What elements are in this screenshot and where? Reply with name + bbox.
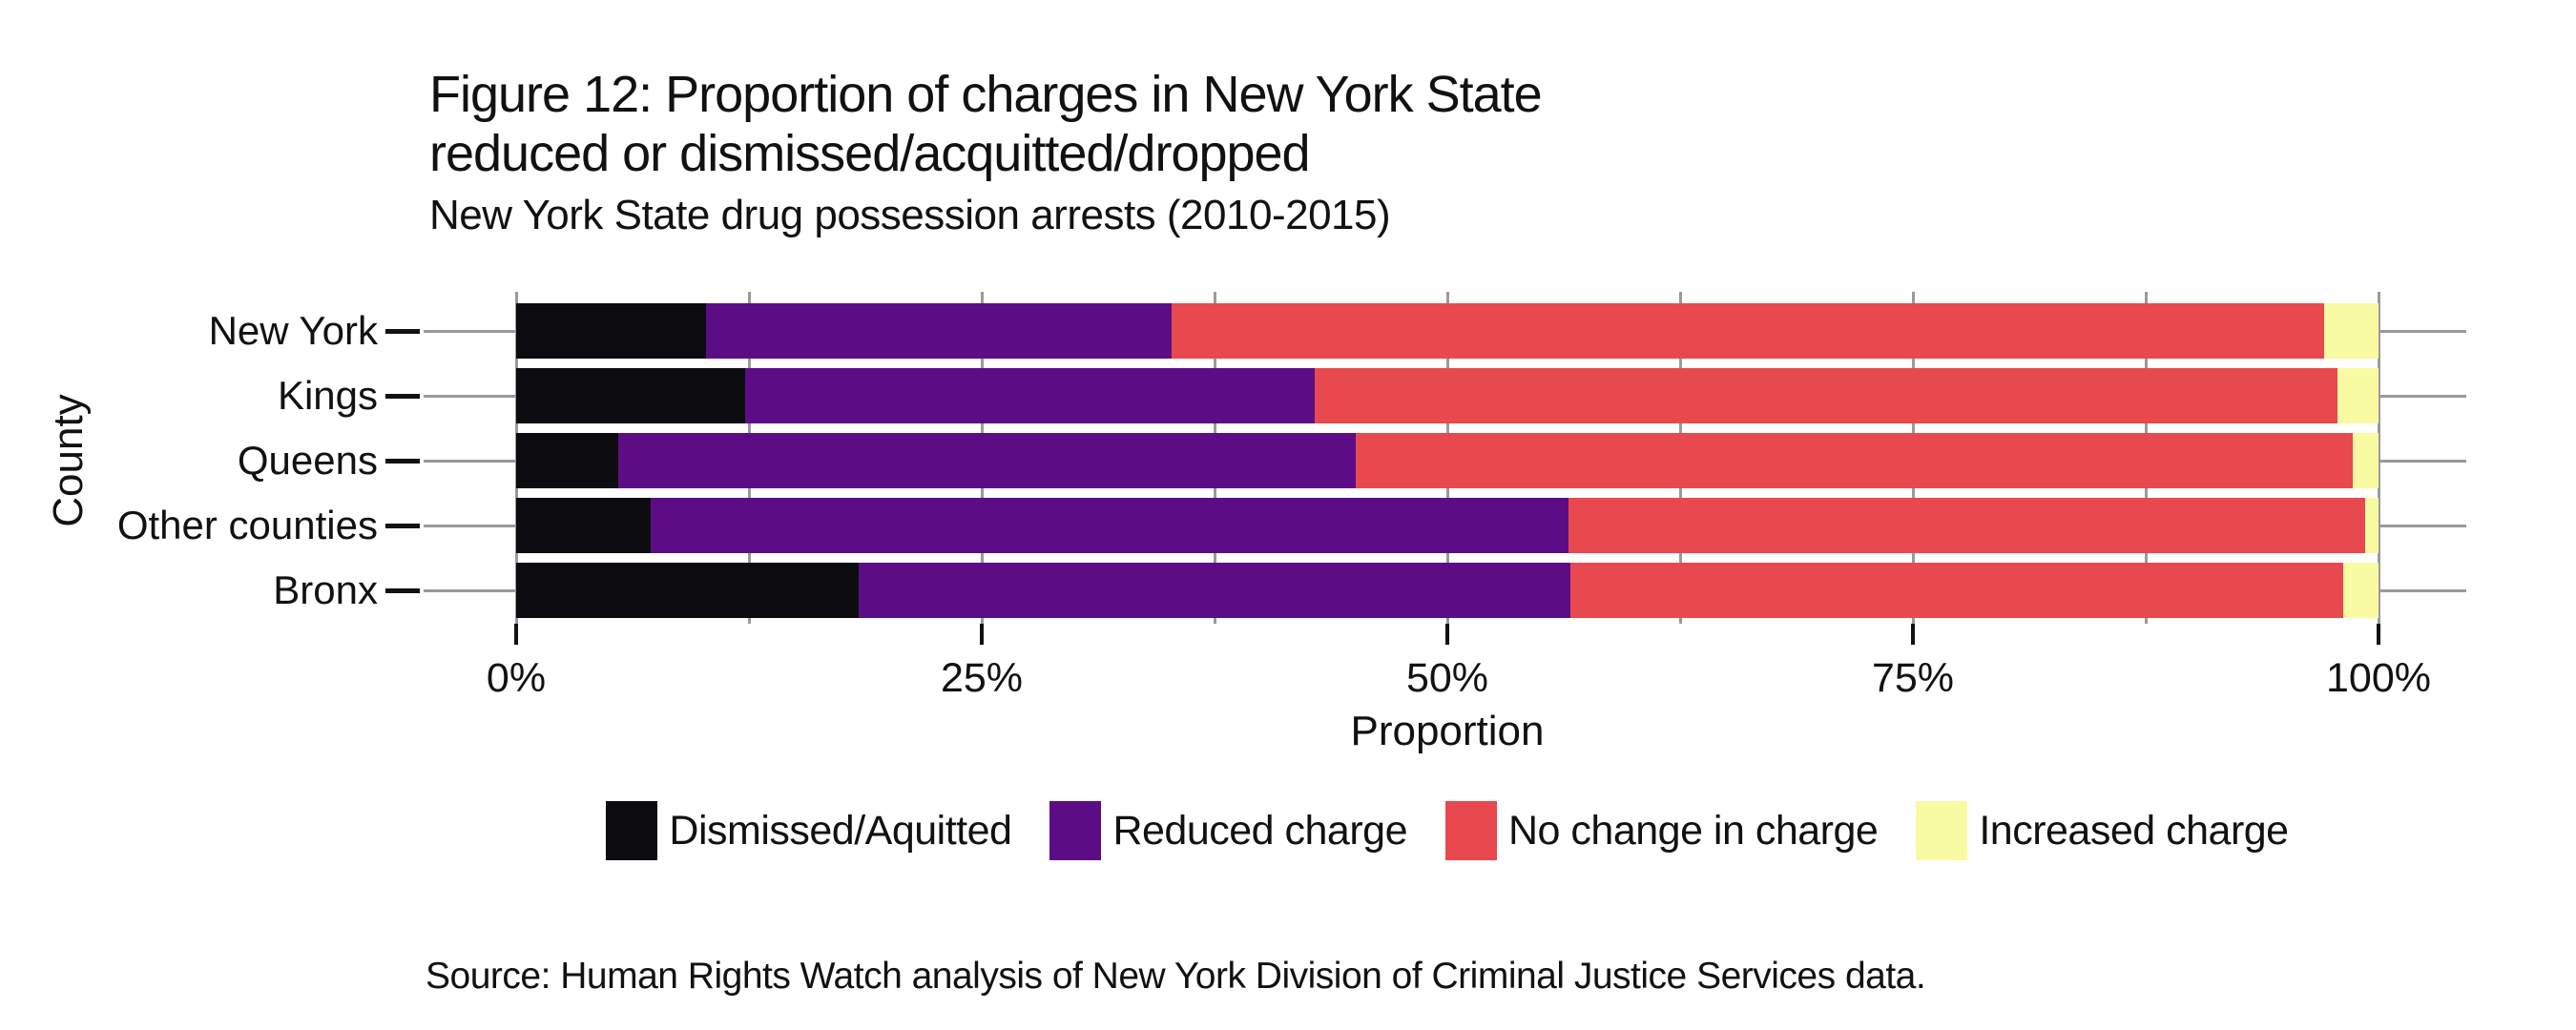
source-note: Source: Human Rights Watch analysis of N… bbox=[426, 956, 1926, 997]
bar-row-kings bbox=[516, 368, 2379, 423]
legend-item-reduced-charge: Reduced charge bbox=[1049, 801, 1407, 860]
legend-label: Dismissed/Aquitted bbox=[669, 807, 1012, 854]
legend-label: No change in charge bbox=[1508, 807, 1879, 854]
legend-swatch bbox=[1445, 801, 1497, 860]
y-axis-label: New York bbox=[208, 308, 378, 353]
bar-segment-reduced-charge bbox=[618, 433, 1357, 488]
x-axis-label: 25% bbox=[940, 655, 1024, 701]
legend: Dismissed/Aquitted Reduced charge No chang… bbox=[516, 797, 2379, 864]
legend-label: Reduced charge bbox=[1112, 807, 1407, 854]
bar-segment-no-change-in-charge bbox=[1172, 303, 2325, 359]
title-block: Figure 12: Proportion of charges in New … bbox=[429, 65, 1543, 240]
bar-segment-reduced-charge bbox=[859, 563, 1570, 618]
legend-item-no-change-in-charge: No change in charge bbox=[1445, 801, 1879, 860]
y-tick bbox=[385, 393, 420, 399]
bar-segment-increased-charge bbox=[2365, 498, 2379, 553]
y-tick bbox=[385, 523, 420, 528]
y-axis-label: Other counties bbox=[116, 503, 378, 547]
bar-segment-reduced-charge bbox=[706, 303, 1173, 359]
bar-segment-reduced-charge bbox=[745, 368, 1316, 423]
bar-segment-dismissed-aquitted bbox=[516, 563, 860, 618]
y-axis-label: Bronx bbox=[273, 567, 378, 612]
y-tick bbox=[385, 458, 420, 464]
x-tick bbox=[514, 624, 518, 645]
x-tick bbox=[1911, 624, 1915, 645]
bar-segment-increased-charge bbox=[2342, 563, 2379, 618]
x-axis-label: 75% bbox=[1871, 655, 1955, 701]
x-axis-label: 50% bbox=[1405, 655, 1489, 701]
bar-row-new-york bbox=[516, 303, 2379, 359]
bar-row-other-counties bbox=[516, 498, 2379, 553]
bar-segment-no-change-in-charge bbox=[1569, 563, 2343, 618]
bar-segment-no-change-in-charge bbox=[1568, 498, 2366, 553]
bar-segment-dismissed-aquitted bbox=[516, 368, 746, 423]
y-axis-label: Queens bbox=[237, 438, 378, 483]
x-axis-label: 0% bbox=[486, 655, 547, 701]
bar-row-queens bbox=[516, 433, 2379, 488]
bar-segment-dismissed-aquitted bbox=[516, 303, 707, 359]
bar-segment-increased-charge bbox=[2324, 303, 2379, 359]
y-tick bbox=[385, 328, 420, 334]
x-tick bbox=[980, 624, 984, 645]
legend-swatch bbox=[606, 801, 658, 860]
bar-segment-no-change-in-charge bbox=[1356, 433, 2353, 488]
figure-title-line2: reduced or dismissed/acquitted/dropped bbox=[429, 125, 1311, 182]
bar-row-bronx bbox=[516, 563, 2379, 618]
bar-segment-dismissed-aquitted bbox=[516, 498, 651, 553]
y-tick bbox=[385, 587, 420, 593]
legend-swatch bbox=[1916, 801, 1968, 860]
figure-title-line1: Figure 12: Proportion of charges in New … bbox=[429, 66, 1543, 123]
x-tick bbox=[2377, 624, 2380, 645]
bar-segment-increased-charge bbox=[2352, 433, 2379, 488]
plot-panel bbox=[424, 292, 2466, 624]
legend-item-dismissed-aquitted: Dismissed/Aquitted bbox=[606, 801, 1012, 860]
legend-item-increased-charge: Increased charge bbox=[1916, 801, 2289, 860]
legend-swatch bbox=[1049, 801, 1102, 860]
x-axis-label: 100% bbox=[2326, 655, 2431, 701]
x-tick bbox=[1445, 624, 1449, 645]
bar-segment-reduced-charge bbox=[650, 498, 1568, 553]
legend-label: Increased charge bbox=[1979, 807, 2289, 854]
bar-segment-dismissed-aquitted bbox=[516, 433, 619, 488]
x-axis-title: Proportion bbox=[1350, 708, 1545, 754]
figure-subtitle: New York State drug possession arrests (… bbox=[429, 192, 1391, 238]
x-gridline bbox=[2377, 292, 2380, 624]
y-axis-label: Kings bbox=[277, 373, 378, 418]
bar-segment-no-change-in-charge bbox=[1315, 368, 2338, 423]
bar-segment-increased-charge bbox=[2337, 368, 2379, 423]
